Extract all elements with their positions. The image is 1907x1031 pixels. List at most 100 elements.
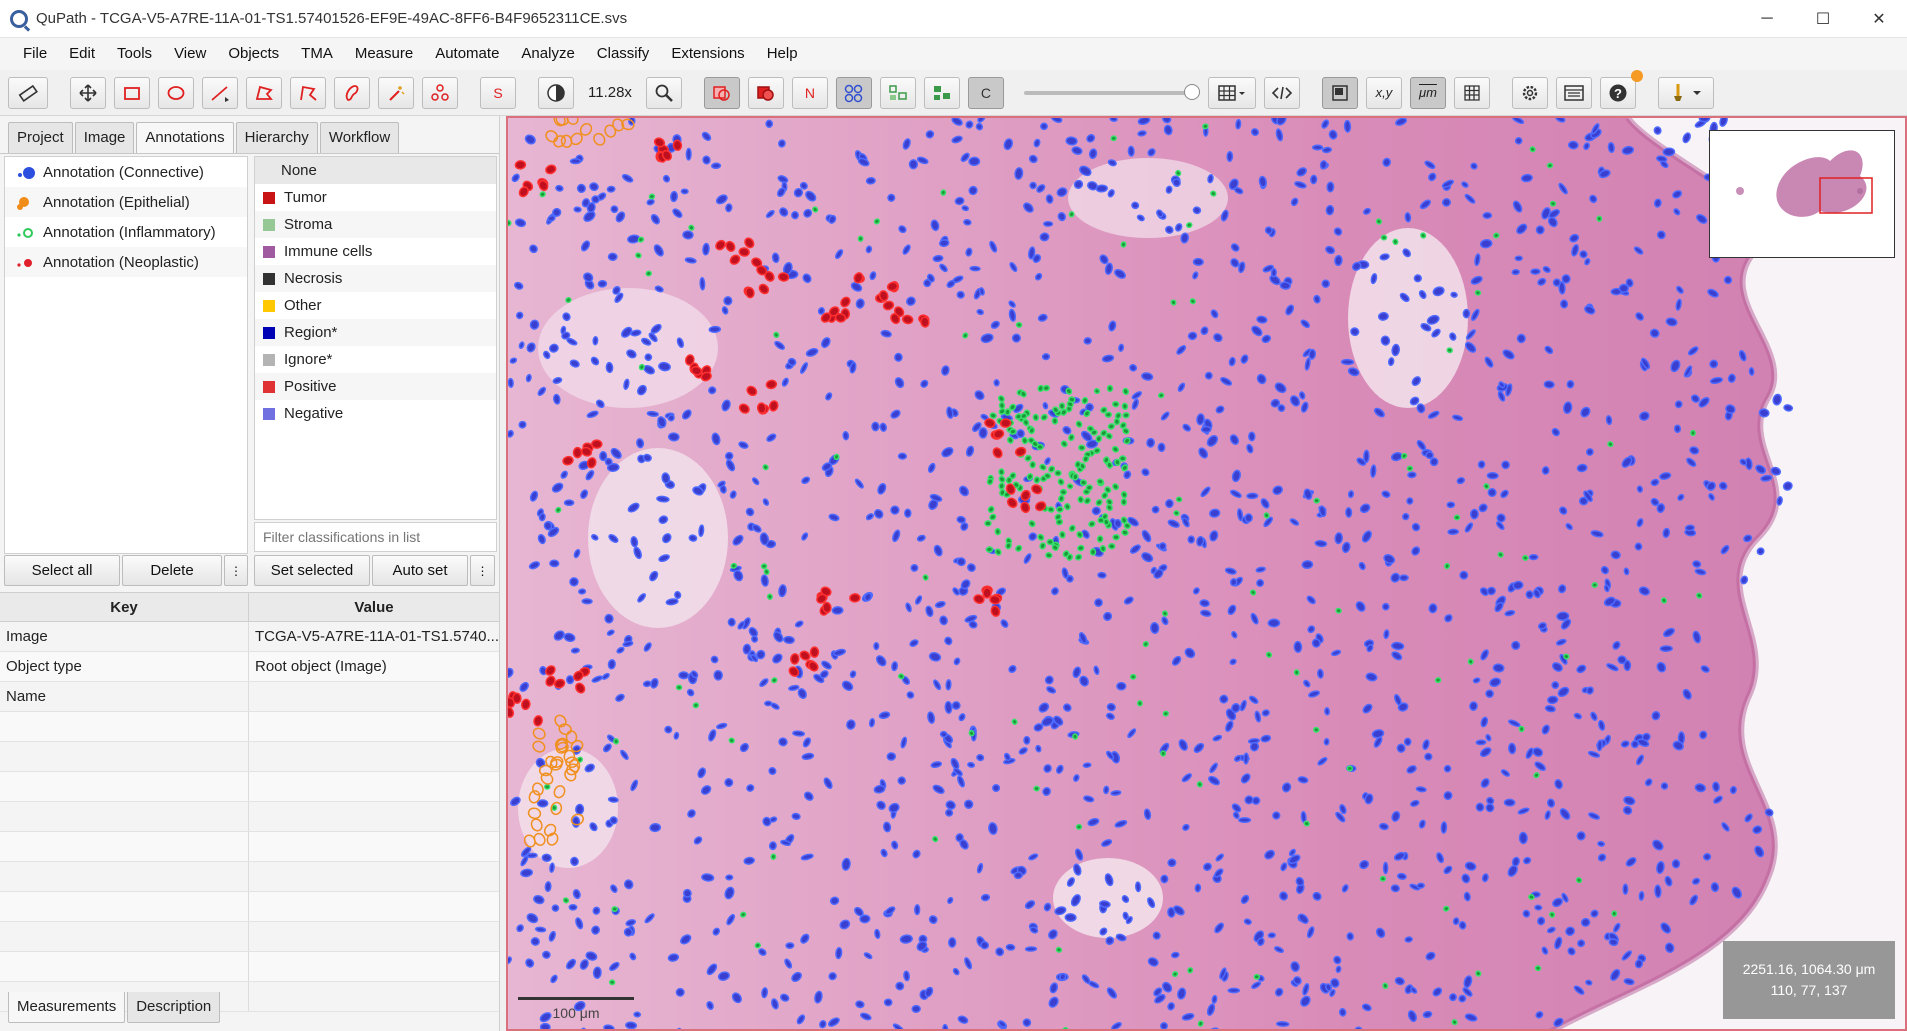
polygon-tool-button[interactable]	[246, 76, 282, 109]
polyline-tool-button[interactable]	[290, 76, 326, 109]
menu-tma[interactable]: TMA	[301, 45, 333, 62]
table-row[interactable]: Image TCGA-V5-A7RE-11A-01-TS1.5740...	[0, 622, 499, 652]
classification-more-button[interactable]: ⋮	[470, 555, 495, 586]
fill-detections-button[interactable]	[923, 76, 960, 109]
close-button[interactable]: ✕	[1872, 11, 1886, 28]
tab-annotations[interactable]: Annotations	[136, 122, 234, 153]
class-label: Negative	[284, 405, 344, 422]
help-icon: ?	[1609, 84, 1627, 101]
table-value-cell: Root object (Image)	[255, 658, 387, 675]
tab-hierarchy[interactable]: Hierarchy	[235, 122, 318, 153]
class-item-positive[interactable]: Positive	[255, 373, 496, 400]
menu-help[interactable]: Help	[766, 45, 798, 62]
table-row-empty	[0, 802, 499, 832]
points-tool-button[interactable]	[422, 76, 458, 109]
class-label: Positive	[284, 378, 337, 395]
tab-image[interactable]: Image	[74, 122, 135, 153]
log-button[interactable]	[1555, 76, 1592, 109]
opacity-slider[interactable]	[1023, 83, 1200, 100]
line-tool-button[interactable]	[202, 76, 238, 109]
image-viewer[interactable]: 100 μm 2251.16, 1064.30 μm 110, 77, 137	[506, 116, 1907, 1031]
class-item-negative[interactable]: Negative	[255, 400, 496, 427]
show-scalebar-button[interactable]: μm	[1409, 76, 1446, 109]
key-column-header[interactable]: Key	[0, 593, 249, 621]
show-connections-button[interactable]: C	[967, 76, 1004, 109]
table-row[interactable]: Name	[0, 682, 499, 712]
show-tma-grid-button[interactable]	[879, 76, 916, 109]
script-editor-button[interactable]	[1263, 76, 1300, 109]
menu-file[interactable]: File	[23, 45, 48, 62]
table-row-empty	[0, 952, 499, 982]
annotation-item-connective[interactable]: Annotation (Connective)	[5, 157, 247, 187]
measurement-table-button[interactable]	[1207, 76, 1256, 109]
tab-project[interactable]: Project	[8, 122, 73, 153]
brush-icon	[345, 84, 359, 101]
class-color-swatch	[263, 218, 275, 231]
minimize-button[interactable]: ─	[1761, 10, 1773, 27]
maximize-button[interactable]: ☐	[1815, 11, 1831, 28]
extensions-dropdown-button[interactable]	[1657, 76, 1714, 109]
menu-automate[interactable]: Automate	[435, 45, 500, 62]
move-tool-button[interactable]	[70, 76, 106, 109]
select-all-button[interactable]: Select all	[4, 555, 120, 586]
show-location-button[interactable]: x,y	[1365, 76, 1402, 109]
menu-classify[interactable]: Classify	[596, 45, 650, 62]
tab-workflow[interactable]: Workflow	[319, 122, 400, 153]
table-row-empty	[0, 832, 499, 862]
table-key-cell: Object type	[0, 652, 249, 681]
value-column-header[interactable]: Value	[354, 598, 394, 616]
menu-edit[interactable]: Edit	[69, 45, 96, 62]
help-button[interactable]: ?	[1599, 69, 1643, 109]
annotation-item-epithelial[interactable]: Annotation (Epithelial)	[5, 187, 247, 217]
show-annotations-button[interactable]	[703, 76, 740, 109]
fill-annotations-button[interactable]	[747, 76, 784, 109]
class-item-stroma[interactable]: Stroma	[255, 211, 496, 238]
brightness-contrast-button[interactable]	[538, 76, 574, 109]
table-row-empty	[0, 982, 499, 1012]
class-item-none[interactable]: None	[255, 157, 496, 184]
show-names-button[interactable]: N	[791, 76, 828, 109]
menu-analyze[interactable]: Analyze	[521, 45, 575, 62]
class-color-swatch	[263, 245, 275, 258]
menu-tools[interactable]: Tools	[117, 45, 153, 62]
annotation-item-inflammatory[interactable]: Annotation (Inflammatory)	[5, 217, 247, 247]
set-selected-button[interactable]: Set selected	[254, 555, 370, 586]
class-item-immune-cells[interactable]: Immune cells	[255, 238, 496, 265]
menu-measure[interactable]: Measure	[354, 45, 414, 62]
class-item-region[interactable]: Region*	[255, 319, 496, 346]
menu-extensions[interactable]: Extensions	[671, 45, 745, 62]
menu-objects[interactable]: Objects	[228, 45, 280, 62]
analysis-pane-toggle-button[interactable]	[8, 76, 48, 109]
menu-view[interactable]: View	[174, 45, 207, 62]
wand-tool-button[interactable]	[378, 76, 414, 109]
tab-description[interactable]: Description	[127, 992, 221, 1023]
tab-measurements[interactable]: Measurements	[8, 992, 126, 1023]
auto-set-button[interactable]: Auto set	[372, 555, 468, 586]
show-grid-button[interactable]	[1453, 76, 1490, 109]
table-row[interactable]: Object type Root object (Image)	[0, 652, 499, 682]
class-item-ignore[interactable]: Ignore*	[255, 346, 496, 373]
show-detections-button[interactable]	[835, 76, 872, 109]
class-color-swatch	[263, 380, 275, 393]
delete-button[interactable]: Delete	[122, 555, 222, 586]
annotation-more-button[interactable]: ⋮	[224, 555, 248, 586]
annotation-list[interactable]: Annotation (Connective) Annotation (Epit…	[4, 156, 248, 554]
class-item-other[interactable]: Other	[255, 292, 496, 319]
class-item-tumor[interactable]: Tumor	[255, 184, 496, 211]
class-label: None	[281, 162, 317, 179]
ellipse-tool-button[interactable]	[158, 76, 194, 109]
selection-mode-button[interactable]: S	[480, 76, 516, 109]
filter-classifications-input[interactable]	[254, 522, 497, 552]
classification-list[interactable]: None Tumor Stroma Immune cells Necrosis …	[254, 156, 497, 520]
preferences-button[interactable]	[1511, 76, 1548, 109]
zoom-to-fit-button[interactable]	[645, 76, 682, 109]
analysis-pane: Project Image Annotations Hierarchy Work…	[0, 116, 500, 1031]
rectangle-tool-button[interactable]	[114, 76, 150, 109]
show-overview-button[interactable]	[1321, 76, 1358, 109]
annotation-item-neoplastic[interactable]: Annotation (Neoplastic)	[5, 247, 247, 277]
overview-thumbnail[interactable]	[1709, 130, 1895, 258]
opacity-slider-thumb[interactable]	[1183, 83, 1200, 100]
class-item-necrosis[interactable]: Necrosis	[255, 265, 496, 292]
brush-tool-button[interactable]	[334, 76, 370, 109]
table-row-empty	[0, 742, 499, 772]
